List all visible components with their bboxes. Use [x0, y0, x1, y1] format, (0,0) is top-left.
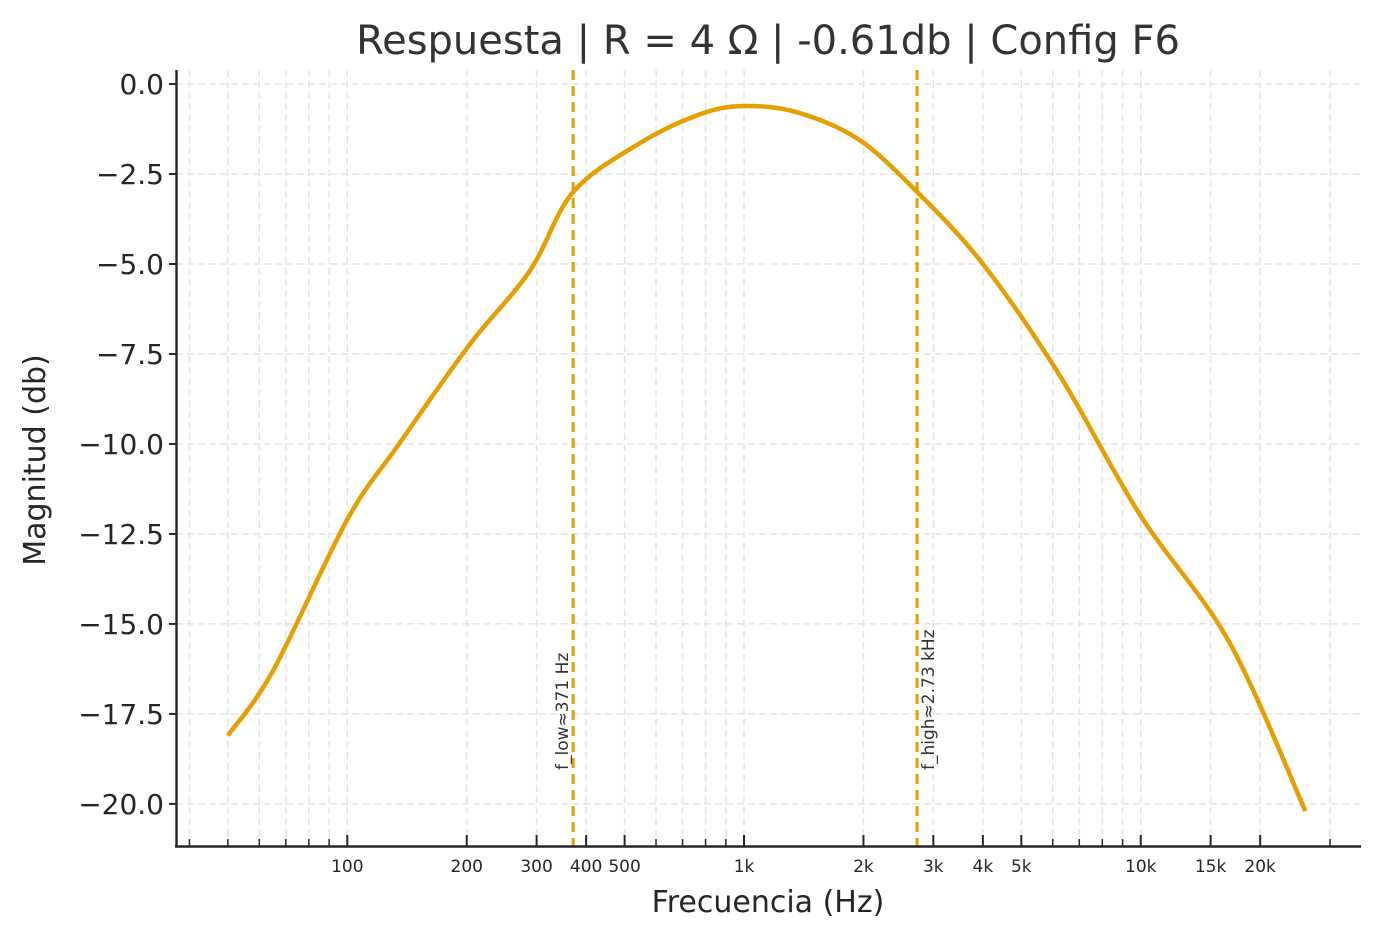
cutoff-markers — [571, 70, 919, 846]
y-tick-label: −15.0 — [78, 608, 164, 641]
cutoff-annotations: f_low≈371 Hz f_high≈2.73 kHz — [553, 629, 939, 770]
x-tick-label: 300 — [520, 857, 552, 877]
x-tick-label: 3k — [923, 857, 944, 877]
x-tick-label: 1k — [734, 857, 755, 877]
x-tick-label: 4k — [973, 857, 994, 877]
y-tick-label: −20.0 — [78, 788, 164, 821]
axes — [175, 70, 1361, 848]
y-tick-label: −5.0 — [96, 248, 164, 281]
x-tick-label: 10k — [1125, 857, 1157, 877]
y-axis-label: Magnitud (db) — [18, 354, 53, 566]
x-tick-label: 400 — [570, 857, 602, 877]
x-tick-label: 200 — [451, 857, 483, 877]
response-curve — [226, 103, 1308, 813]
x-tick-label: 20k — [1244, 857, 1276, 877]
x-axis-label: Frecuencia (Hz) — [652, 885, 885, 920]
x-tick-label: 5k — [1011, 857, 1032, 877]
y-tick-label: −10.0 — [78, 428, 164, 461]
x-axis-ticks: 100 200 300 400 500 1k 2k 3k 4k 5k 10k 15k 20k — [188, 835, 1331, 877]
f-low-label: f_low≈371 Hz — [553, 653, 573, 770]
x-tick-label: 500 — [608, 857, 640, 877]
x-tick-label: 100 — [331, 857, 363, 877]
y-tick-label: −12.5 — [78, 518, 164, 551]
chart-title: Respuesta | R = 4 Ω | -0.61db | Config F… — [356, 18, 1180, 64]
y-tick-label: 0.0 — [119, 68, 164, 101]
f-high-label: f_high≈2.73 kHz — [919, 629, 939, 770]
y-tick-label: −17.5 — [78, 698, 164, 731]
x-tick-label: 15k — [1195, 857, 1227, 877]
grid-lines — [176, 70, 1360, 846]
x-tick-label: 2k — [853, 857, 874, 877]
y-axis-ticks: 0.0 −2.5 −5.0 −7.5 −10.0 −12.5 −15.0 −17.5 −20.0 — [78, 68, 176, 821]
y-tick-label: −7.5 — [96, 338, 164, 371]
y-tick-label: −2.5 — [96, 158, 164, 191]
